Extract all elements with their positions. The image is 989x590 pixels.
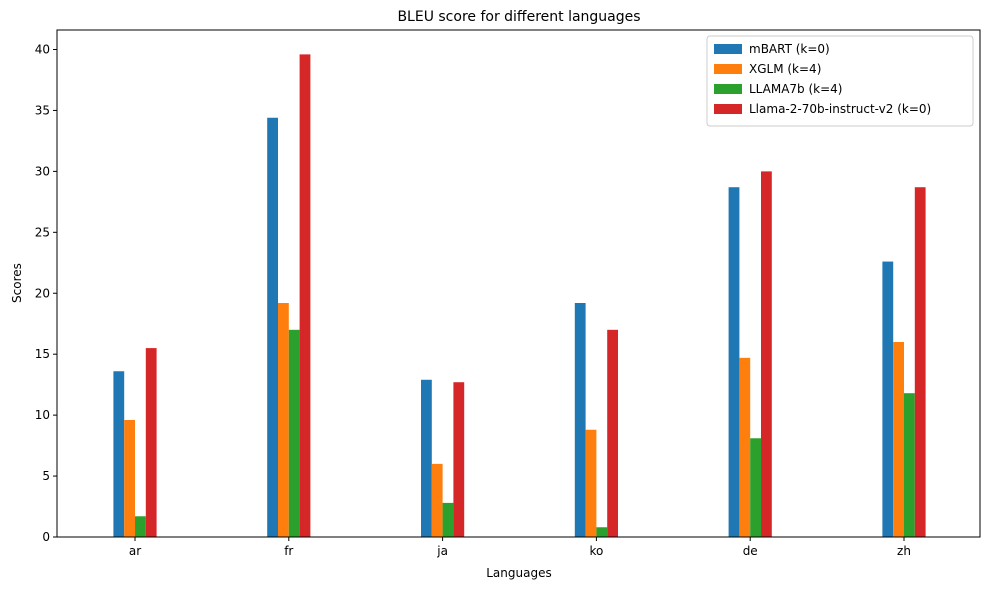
legend-label: mBART (k=0) [749,42,830,56]
y-tick-label: 30 [35,164,50,178]
bar-zh-series-2 [904,393,915,537]
x-tick-label: zh [897,544,911,558]
bar-ja-series-2 [442,502,454,538]
bar-ko-series-0 [574,303,586,537]
bar-fr-series-2 [288,329,300,537]
bar-de-series-3 [761,171,772,538]
x-tick-label: fr [284,544,293,558]
bar-fr-series-0 [267,117,278,537]
y-tick-label: 20 [35,286,50,300]
bar-ko-series-1 [585,429,597,537]
legend-swatch [714,104,742,114]
legend-label: Llama-2-70b-instruct-v2 (k=0) [749,102,931,116]
bars-group [113,54,926,538]
x-axis-label: Languages [486,566,551,580]
bar-ja-series-3 [453,382,465,537]
legend: mBART (k=0) XGLM (k=4) LLAMA7b (k=4) Llama-… [706,35,974,127]
legend-frame [706,35,974,127]
bar-ar-series-1 [124,420,135,537]
x-tick-label: ja [436,544,448,558]
y-tick-label: 5 [42,469,50,483]
y-axis-label: Scores [10,263,24,303]
bar-de-series-2 [750,438,761,537]
x-tick-label: ko [589,544,603,558]
legend-swatch [714,64,742,74]
bar-zh-series-0 [882,261,894,537]
y-tick-label: 0 [42,530,50,544]
legend-label: LLAMA7b (k=4) [749,82,843,96]
legend-label: XGLM (k=4) [749,62,821,76]
bar-ja-series-0 [421,379,432,537]
y-tick-label: 40 [35,43,50,57]
chart-title: BLEU score for different languages [397,9,640,25]
y-tick-label: 15 [35,347,50,361]
bar-zh-series-3 [914,187,926,537]
bar-ar-series-3 [145,348,157,537]
y-tick-label: 35 [35,103,50,117]
x-tick-label: de [743,544,758,558]
y-axis: 0 5 10 15 20 25 30 35 40 [35,43,57,544]
plot-frame [56,29,981,538]
bar-ar-series-0 [113,371,125,537]
bar-de-series-0 [728,187,740,537]
legend-swatch [714,44,742,54]
bar-ar-series-2 [135,516,146,537]
bar-fr-series-1 [278,303,289,537]
x-tick-label: ar [129,544,141,558]
x-axis: ar fr ja ko de zh [129,537,911,558]
bar-ja-series-1 [431,463,443,538]
y-tick-label: 10 [35,408,50,422]
bar-ko-series-3 [607,329,618,537]
bar-zh-series-1 [893,342,904,537]
bar-de-series-1 [739,357,751,537]
y-tick-label: 25 [35,225,50,239]
legend-swatch [714,84,742,94]
bar-ko-series-2 [596,527,608,537]
bar-fr-series-3 [299,54,311,538]
